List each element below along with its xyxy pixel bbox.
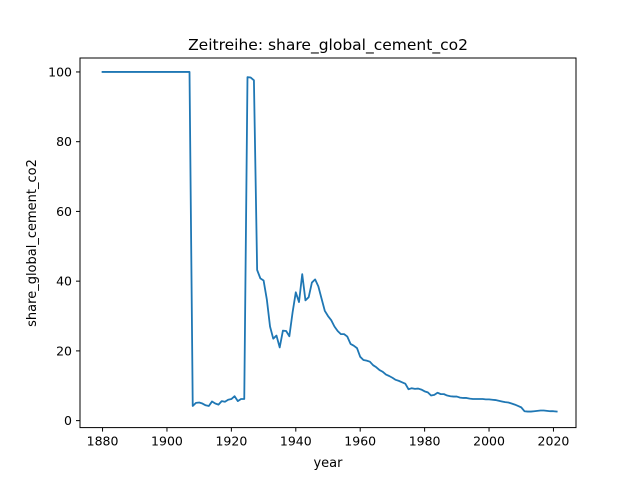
x-tick-label: 1980: [409, 434, 441, 449]
x-tick-label: 1940: [280, 434, 312, 449]
axis-ticks: 1880 1900 1920 1940 1960 1980 2000 2020 0 20 40 60 8…: [48, 64, 569, 448]
y-tick-label: 20: [56, 343, 72, 358]
y-axis-label: share_global_cement_co2: [25, 159, 40, 327]
y-tick-label: 80: [56, 134, 72, 149]
x-tick-label: 1900: [151, 434, 183, 449]
x-axis-label: year: [313, 456, 343, 471]
x-tick-label: 1960: [344, 434, 376, 449]
y-tick-label: 40: [56, 274, 72, 289]
y-tick-label: 60: [56, 204, 72, 219]
x-tick-label: 2000: [473, 434, 505, 449]
x-tick-label: 2020: [538, 434, 570, 449]
y-tick-label: 100: [48, 64, 72, 79]
plot-frame: [79, 57, 577, 429]
plot-area: [101, 71, 558, 413]
series-line-0: [101, 71, 558, 413]
x-tick-label: 1880: [87, 434, 119, 449]
x-tick-label: 1920: [215, 434, 247, 449]
chart-title: Zeitreihe: share_global_cement_co2: [188, 36, 468, 55]
y-tick-label: 0: [64, 413, 72, 428]
